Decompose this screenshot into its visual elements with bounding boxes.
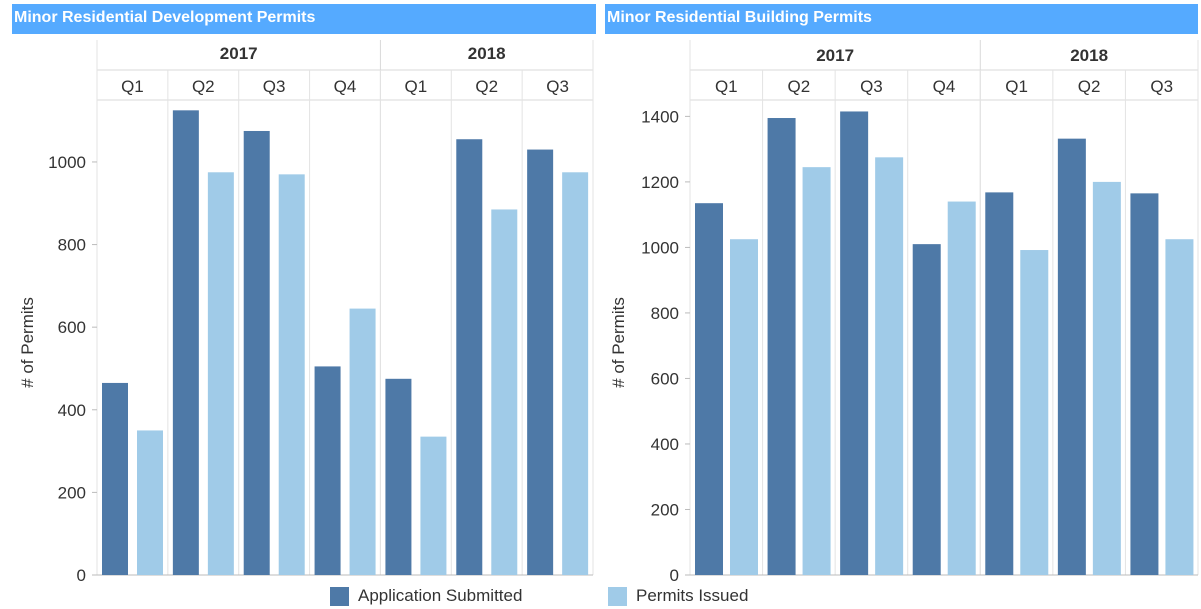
bar-application-submitted[interactable] [912,244,941,575]
chart-title-development: Minor Residential Development Permits [12,4,596,34]
quarter-label: Q2 [475,77,498,96]
bar-application-submitted[interactable] [385,378,412,575]
quarter-label: Q4 [933,77,956,96]
bar-application-submitted[interactable] [102,382,128,575]
chart-title-building: Minor Residential Building Permits [605,4,1198,34]
building-permits-chart: 2017 Q1 Q2 Q3 Q4 2018 Q1 Q2 Q3 0 200 400 600 800 1000 1… [609,40,1199,585]
y-tick-label: 600 [58,318,86,337]
bar-application-submitted[interactable] [840,111,869,575]
year-header: 2018 [1070,46,1108,65]
bar-application-submitted[interactable] [172,110,199,576]
quarter-label: Q3 [546,77,569,96]
quarter-label: Q1 [121,77,144,96]
quarter-label: Q3 [860,77,883,96]
y-tick-label: 600 [651,369,679,388]
quarter-label: Q2 [1078,77,1101,96]
y-tick-label: 1400 [641,107,679,126]
quarter-label: Q3 [1150,77,1173,96]
y-tick-label: 1200 [641,173,679,192]
year-header: 2018 [468,44,506,63]
y-tick-label: 400 [58,401,86,420]
y-tick-label: 800 [58,236,86,255]
bar-application-submitted[interactable] [456,139,483,575]
bar-permits-issued[interactable] [207,172,234,576]
y-axis-label: # of Permits [609,297,628,388]
year-header: 2017 [220,44,258,63]
y-tick-label: 200 [651,500,679,519]
y-tick-label: 800 [651,304,679,323]
bar-permits-issued[interactable] [278,174,305,575]
y-tick-label: 1000 [48,153,86,172]
bar-permits-issued[interactable] [875,157,904,576]
legend-label-issued: Permits Issued [636,586,749,605]
bar-permits-issued[interactable] [491,209,518,575]
quarter-label: Q1 [715,77,738,96]
legend-item-submitted[interactable]: Application Submitted [330,585,522,607]
bar-application-submitted[interactable] [985,192,1014,575]
bar-application-submitted[interactable] [695,203,723,576]
legend-label-submitted: Application Submitted [358,586,523,605]
bar-permits-issued[interactable] [137,430,163,575]
bar-application-submitted[interactable] [767,118,796,575]
legend-swatch-issued [608,586,627,606]
bar-permits-issued[interactable] [562,172,589,576]
bar-application-submitted[interactable] [314,366,341,575]
y-tick-label: 0 [77,566,86,585]
y-tick-label: 400 [651,435,679,454]
y-tick-label: 1000 [641,238,679,257]
bar-permits-issued[interactable] [349,308,376,575]
y-tick-label: 200 [58,483,86,502]
development-permits-chart: 2017 Q1 Q2 Q3 Q4 2018 Q1 Q2 Q3 0 200 400 600 800 1000 #… [18,40,594,585]
quarter-label: Q2 [788,77,811,96]
bar-permits-issued[interactable] [1165,239,1194,576]
quarter-label: Q3 [263,77,286,96]
bar-permits-issued[interactable] [947,201,976,575]
legend-item-issued[interactable]: Permits Issued [608,585,748,607]
quarter-label: Q2 [192,77,215,96]
bar-application-submitted[interactable] [243,130,270,575]
y-tick-label: 0 [670,566,679,585]
bar-permits-issued[interactable] [420,436,447,575]
year-header: 2017 [816,46,854,65]
bar-application-submitted[interactable] [1130,193,1159,576]
legend-swatch-submitted [330,586,349,606]
bar-application-submitted[interactable] [1057,138,1086,576]
bar-application-submitted[interactable] [527,149,554,575]
bar-permits-issued[interactable] [730,239,758,576]
quarter-label: Q1 [405,77,428,96]
quarter-label: Q1 [1005,77,1028,96]
bar-permits-issued[interactable] [1020,250,1049,575]
y-axis-label: # of Permits [18,297,37,388]
quarter-label: Q4 [334,77,357,96]
bar-permits-issued[interactable] [1092,181,1121,575]
bar-permits-issued[interactable] [802,167,831,576]
